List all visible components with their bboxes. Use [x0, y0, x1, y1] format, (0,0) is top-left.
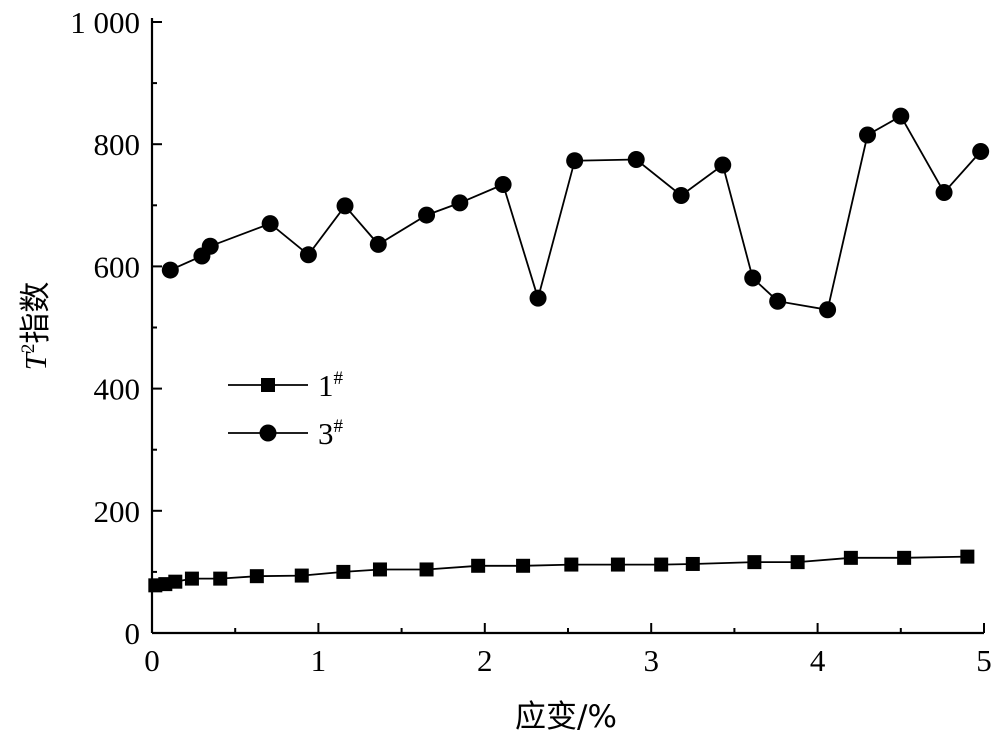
data-point: [892, 107, 910, 125]
data-point: [451, 194, 469, 212]
axes: 0 1 2 3 4 5 0 200 400 600 800 1 000: [70, 5, 992, 678]
y-tick-label: 600: [94, 249, 141, 284]
x-tick-label: 2: [477, 643, 493, 678]
data-point: [168, 574, 183, 589]
y-tick-label: 800: [94, 127, 141, 162]
y-axis-title-superscript: 2: [18, 344, 39, 354]
data-point: [161, 261, 179, 279]
y-axis-title: T2指数: [18, 282, 54, 371]
x-tick-label: 5: [976, 643, 992, 678]
data-point: [566, 152, 584, 170]
series-2: [161, 107, 990, 319]
x-axis-title: 应变/%: [515, 699, 617, 735]
series-1: [148, 549, 975, 593]
data-point: [897, 550, 912, 565]
legend-marker: [259, 424, 277, 442]
data-point: [935, 183, 953, 201]
x-tick-label: 0: [144, 643, 160, 678]
legend-marker: [261, 378, 275, 392]
data-point: [516, 558, 531, 573]
y-tick-label: 1 000: [70, 5, 140, 40]
data-point: [819, 301, 837, 319]
x-tick-label: 3: [643, 643, 659, 678]
data-point: [369, 235, 387, 253]
data-point: [471, 558, 486, 573]
data-point: [685, 556, 700, 571]
data-point: [972, 143, 990, 161]
data-point: [714, 156, 732, 174]
data-point: [201, 237, 219, 255]
data-point: [249, 569, 264, 584]
data-point: [418, 206, 436, 224]
y-tick-label: 0: [125, 616, 141, 651]
data-point: [419, 562, 434, 577]
y-tick-label: 200: [94, 494, 141, 529]
legend: 1#3#: [228, 368, 344, 451]
y-axis-title-text: 指数: [18, 282, 54, 344]
legend-entry: 1#: [228, 368, 344, 403]
y-axis-title-symbol: T: [18, 350, 53, 370]
data-point: [843, 550, 858, 565]
data-point: [529, 289, 547, 307]
data-point: [336, 564, 351, 579]
legend-label: 3#: [318, 416, 344, 451]
x-tick-label: 1: [311, 643, 327, 678]
data-point: [336, 197, 354, 215]
legend-label: 1#: [318, 368, 344, 403]
data-point: [213, 571, 228, 586]
data-point: [627, 150, 645, 168]
data-point: [654, 557, 669, 572]
data-point: [960, 549, 975, 564]
data-point: [184, 571, 199, 586]
y-tick-label: 400: [94, 372, 141, 407]
data-point: [372, 562, 387, 577]
data-point: [769, 292, 787, 310]
data-point: [859, 126, 877, 144]
data-point: [747, 555, 762, 570]
legend-entry: 3#: [228, 416, 344, 451]
data-point: [564, 557, 579, 572]
x-tick-label: 4: [810, 643, 826, 678]
series-layer: [148, 107, 990, 593]
data-point: [790, 555, 805, 570]
data-point: [261, 215, 279, 233]
data-point: [744, 269, 762, 287]
data-point: [299, 246, 317, 264]
data-point: [294, 568, 309, 583]
data-point: [494, 176, 512, 194]
data-point: [610, 557, 625, 572]
series-line: [169, 114, 982, 311]
data-point: [672, 187, 690, 205]
